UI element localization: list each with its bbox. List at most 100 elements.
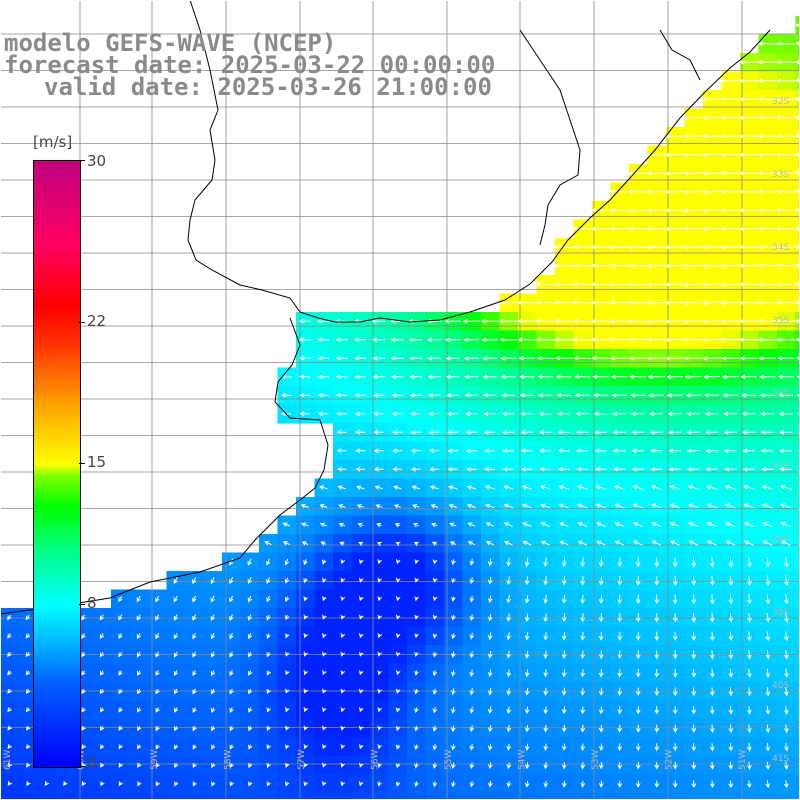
wind-arrow: [635, 743, 641, 752]
wind-arrow: [540, 522, 551, 527]
wind-arrow: [377, 614, 382, 620]
speed-cell: [795, 404, 800, 424]
wind-arrow: [683, 171, 703, 176]
wind-arrow: [646, 226, 666, 232]
wind-arrow: [691, 705, 697, 715]
wind-arrow: [709, 612, 715, 623]
wind-arrow: [482, 374, 497, 380]
wind-arrow: [229, 763, 234, 769]
wind-arrow: [136, 651, 142, 658]
wind-arrow: [266, 670, 271, 676]
wind-arrow: [650, 448, 663, 454]
wind-arrow: [303, 633, 309, 639]
wind-arrow: [464, 392, 478, 398]
speed-cell: [462, 793, 482, 800]
wind-arrow: [173, 632, 178, 640]
wind-arrow: [765, 743, 771, 752]
wind-arrow: [248, 763, 253, 769]
wind-arrow: [81, 725, 86, 731]
wind-arrow: [776, 281, 796, 287]
wind-arrow: [580, 762, 586, 770]
wind-arrow: [794, 152, 800, 157]
wind-arrow: [613, 466, 626, 472]
wind-arrow: [487, 632, 493, 641]
wind-arrow: [646, 355, 666, 361]
wind-arrow: [488, 762, 493, 770]
wind-arrow: [301, 522, 309, 527]
speed-cell: [795, 478, 800, 498]
wind-arrow: [591, 318, 611, 324]
wind-arrow: [776, 96, 796, 102]
wind-arrow: [760, 411, 775, 417]
wind-arrow: [192, 725, 197, 732]
latitude-label: 33S: [772, 170, 789, 180]
wind-arrow: [776, 263, 796, 268]
wind-arrow: [395, 688, 401, 694]
wind-arrow: [118, 595, 123, 603]
wind-arrow: [504, 540, 513, 546]
wind-arrow: [25, 670, 31, 676]
wind-arrow: [561, 557, 567, 568]
wind-arrow: [173, 670, 179, 677]
wind-arrow: [173, 614, 178, 621]
wind-arrow: [665, 208, 685, 213]
wind-arrow: [650, 466, 663, 472]
wind-arrow: [395, 763, 401, 769]
wind-arrow: [266, 614, 271, 621]
wind-arrow: [554, 263, 574, 268]
wind-arrow: [591, 244, 611, 250]
wind-arrow: [561, 594, 567, 604]
wind-arrow: [572, 226, 592, 231]
wind-arrow: [451, 781, 456, 788]
wind-arrow: [784, 612, 789, 623]
wind-arrow: [705, 466, 718, 472]
wind-arrow: [739, 59, 759, 65]
speed-cell: [314, 793, 334, 800]
wind-arrow: [543, 706, 549, 715]
wind-arrow: [303, 614, 309, 620]
wind-arrow: [561, 706, 567, 715]
wind-arrow: [777, 355, 795, 361]
wind-arrow: [284, 577, 290, 584]
colorbar-tick: [79, 463, 85, 464]
wind-arrow: [632, 522, 643, 528]
wind-arrow: [554, 318, 574, 324]
wind-arrow: [414, 596, 419, 602]
wind-arrow: [81, 744, 86, 750]
longitude-labels: 61W 60W 59W 58W 57W 56W 55W 54W 53W 52W 51W: [3, 750, 748, 770]
wind-arrow: [357, 522, 364, 528]
wind-arrow: [337, 485, 347, 490]
wind-arrow: [465, 466, 477, 472]
wind-arrow: [794, 300, 800, 305]
wind-arrow: [703, 374, 721, 380]
wind-arrow: [672, 631, 678, 641]
wind-arrow: [506, 687, 512, 696]
wind-arrow: [628, 170, 648, 176]
wind-arrow: [229, 632, 234, 640]
speed-cell: [795, 626, 800, 646]
wind-arrow: [299, 392, 311, 398]
wind-arrow: [174, 763, 179, 769]
wind-arrow: [723, 448, 737, 454]
wind-arrow: [538, 392, 553, 398]
wind-arrow: [635, 668, 641, 678]
wind-arrow: [668, 466, 681, 472]
wind-arrow: [155, 781, 160, 787]
wind-arrow: [25, 652, 31, 658]
wind-arrow: [609, 244, 629, 250]
wind-arrow: [780, 540, 792, 546]
wind-arrow: [598, 650, 604, 660]
wind-arrow: [720, 281, 740, 287]
wind-arrow: [617, 743, 623, 752]
wind-arrow: [301, 541, 309, 546]
wind-arrow: [702, 152, 722, 158]
wind-arrow: [557, 411, 571, 417]
wind-arrow: [285, 744, 290, 750]
wind-arrow: [613, 448, 626, 454]
wind-arrow: [354, 374, 367, 380]
wind-arrow: [211, 725, 216, 732]
latitude-label: 32S: [772, 97, 789, 107]
longitude-label: 60W: [77, 750, 87, 770]
colorbar-tick: [79, 321, 85, 323]
